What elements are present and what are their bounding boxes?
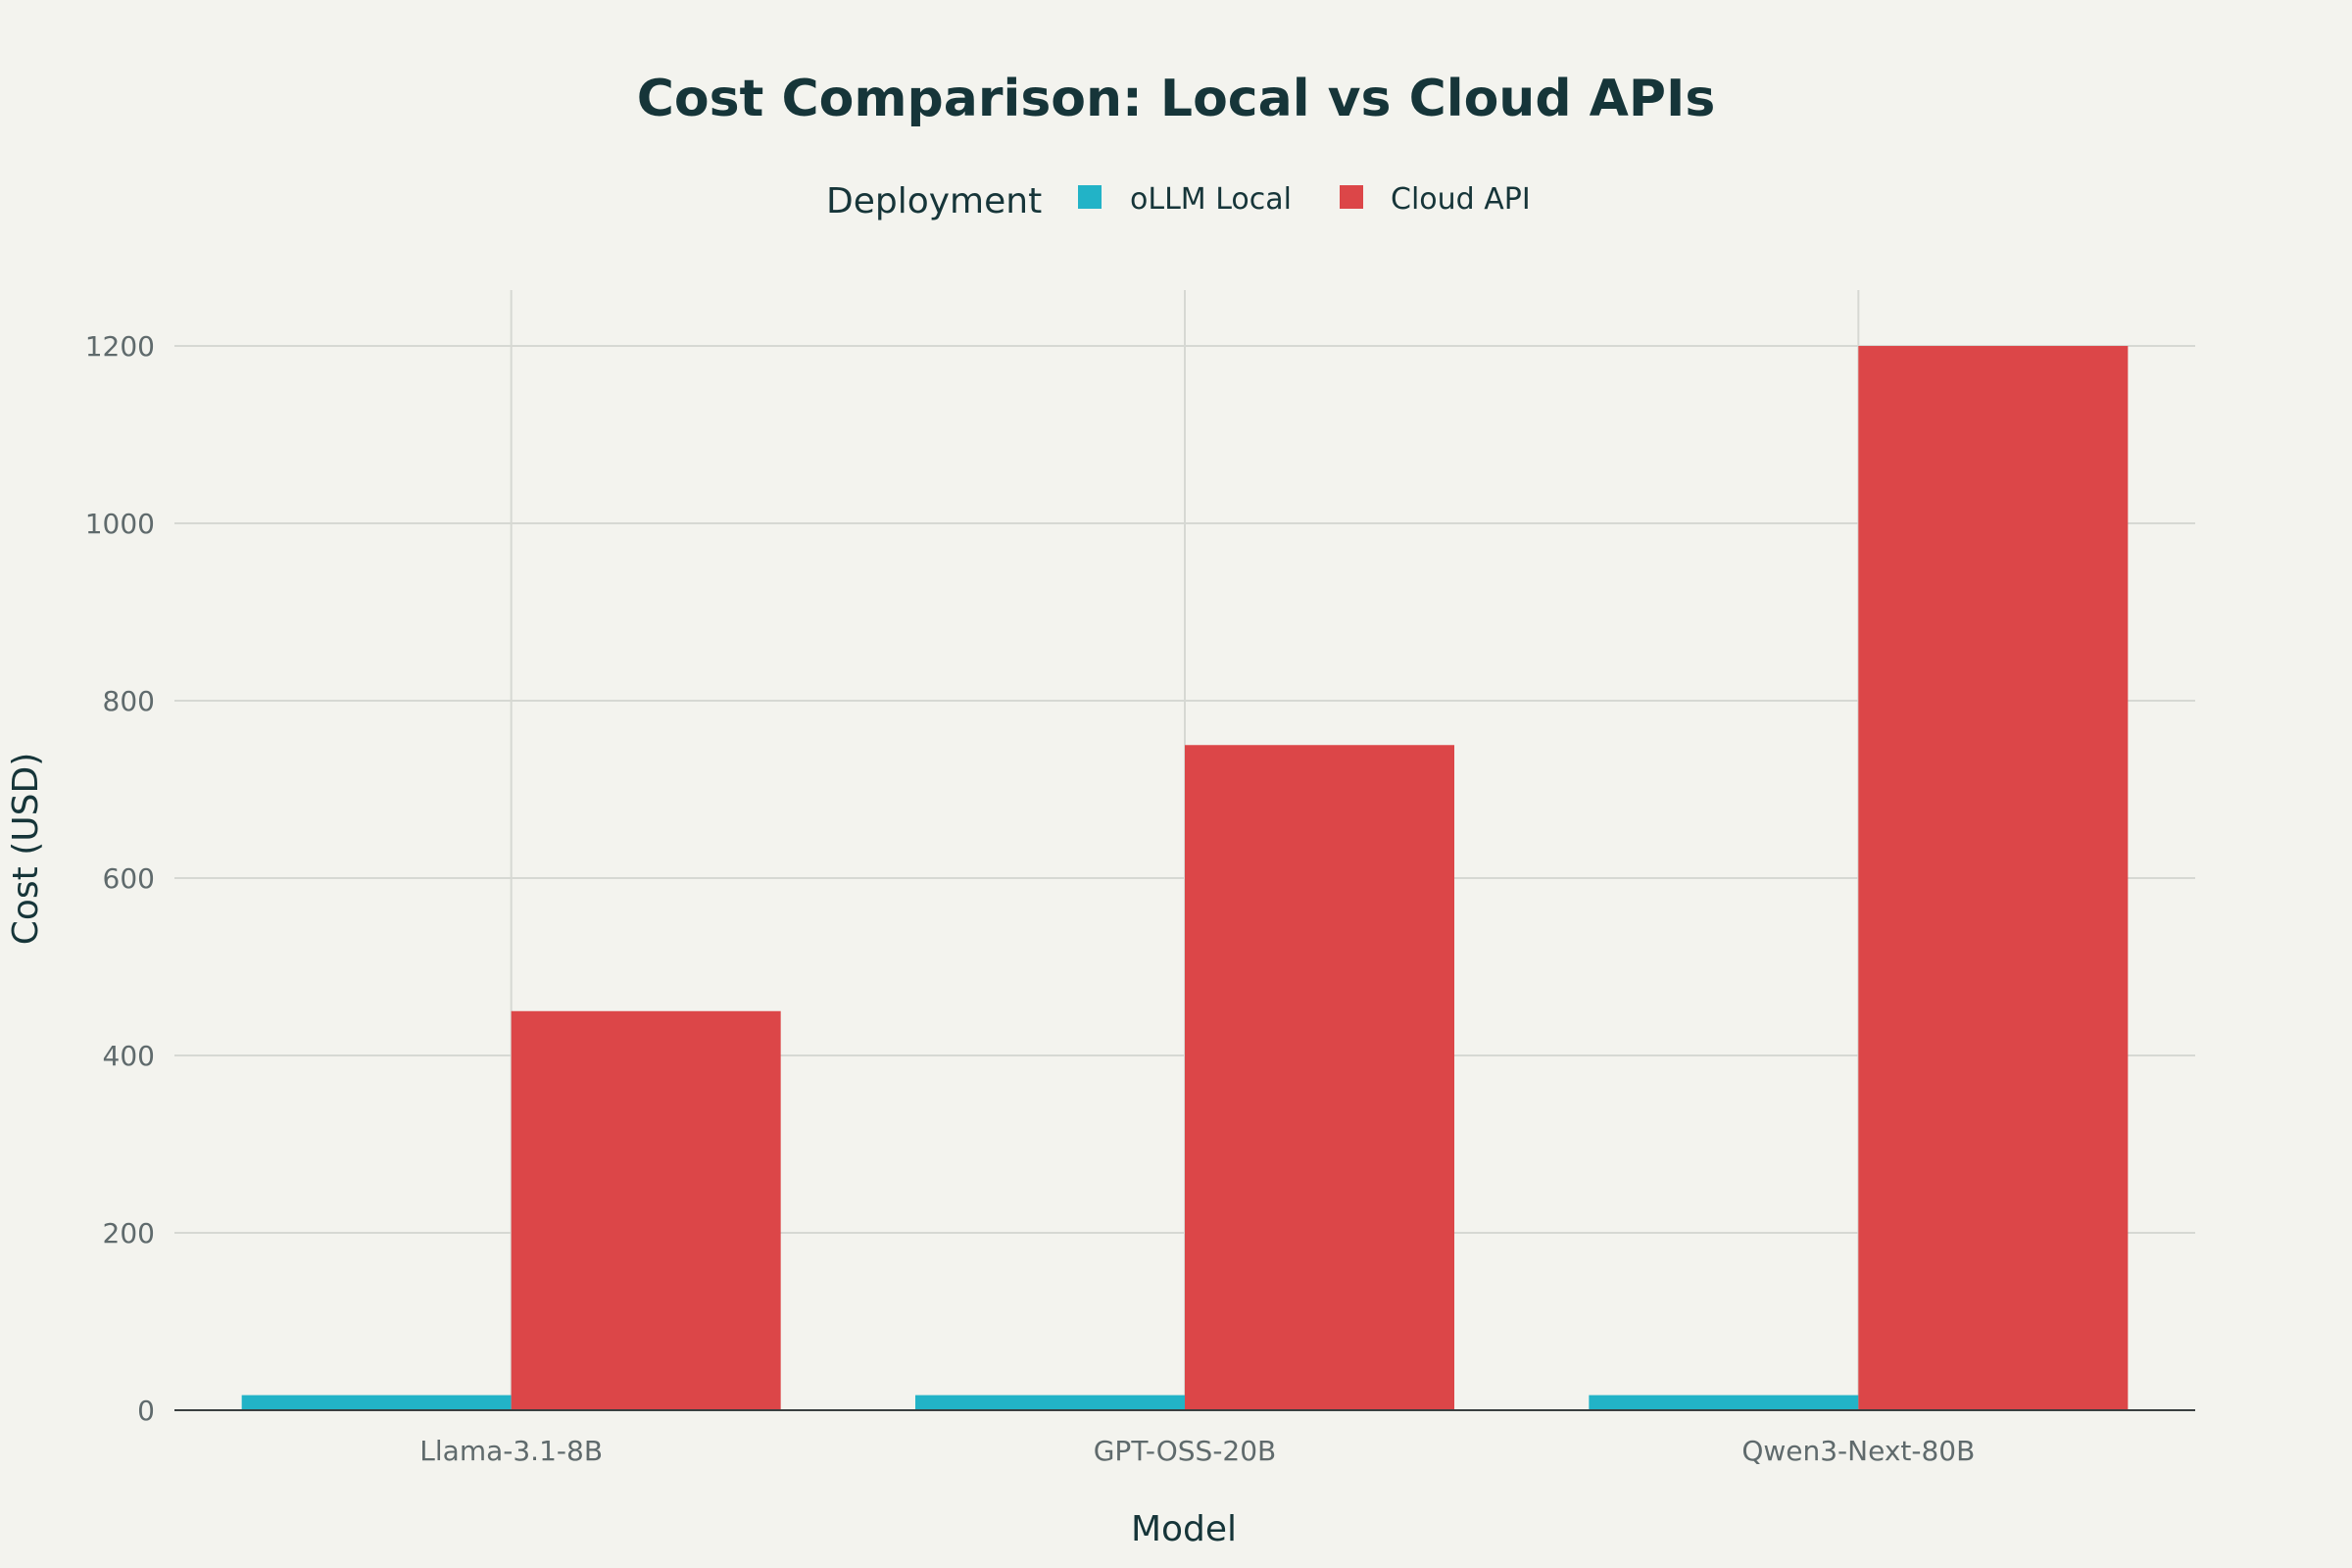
y-tick-label: 800 xyxy=(103,685,155,717)
bar-ollm-local xyxy=(915,1395,1185,1410)
y-tick-label: 200 xyxy=(103,1217,155,1250)
y-tick-label: 1000 xyxy=(85,508,155,540)
y-tick-label: 600 xyxy=(103,862,155,895)
legend-items: oLLM Local Cloud API xyxy=(1078,182,1531,217)
bar-ollm-local xyxy=(241,1395,512,1410)
x-axis-title: Model xyxy=(1131,1509,1237,1549)
chart-title: Cost Comparison: Local vs Cloud APIs xyxy=(637,70,1716,128)
y-tick-label: 400 xyxy=(103,1040,155,1072)
x-tick-label: GPT-OSS-20B xyxy=(1094,1435,1277,1467)
y-tick-label: 0 xyxy=(137,1395,155,1427)
bar-ollm-local xyxy=(1589,1395,1859,1410)
y-axis-ticks: 0 200 400 600 800 1000 1200 xyxy=(85,330,155,1427)
y-axis-title: Cost (USD) xyxy=(6,753,46,946)
bars xyxy=(241,346,2129,1410)
y-tick-label: 1200 xyxy=(85,330,155,363)
x-axis-ticks: Llama-3.1-8B GPT-OSS-20B Qwen3-Next-80B xyxy=(419,1435,1975,1467)
legend-item-label: Cloud API xyxy=(1391,182,1531,217)
legend-item-label: oLLM Local xyxy=(1130,182,1292,217)
x-tick-label: Llama-3.1-8B xyxy=(419,1435,603,1467)
x-tick-label: Qwen3-Next-80B xyxy=(1741,1435,1975,1467)
bar-cloud-api xyxy=(1185,745,1454,1410)
legend-swatch xyxy=(1340,185,1363,209)
legend: Deployment oLLM Local Cloud API xyxy=(826,181,1531,221)
bar-cloud-api xyxy=(511,1010,781,1410)
bar-cloud-api xyxy=(1858,346,2129,1410)
legend-swatch xyxy=(1078,185,1102,209)
legend-title: Deployment xyxy=(826,181,1042,221)
